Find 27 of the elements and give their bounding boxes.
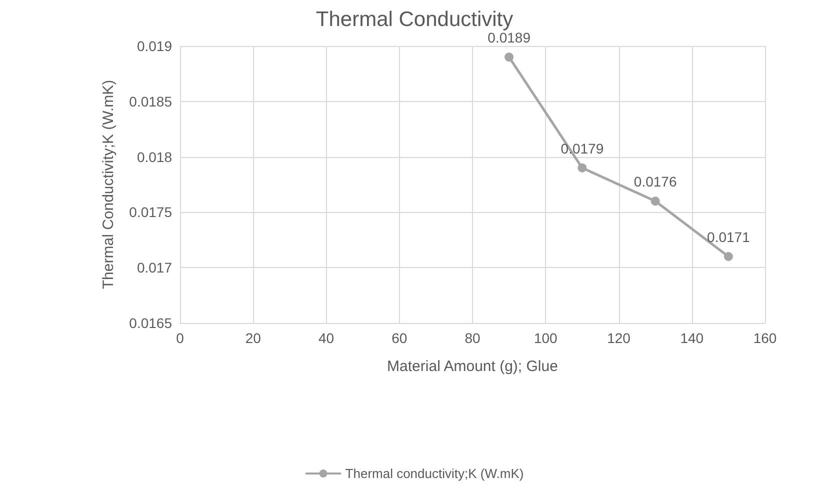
x-tick-label: 120: [607, 330, 631, 346]
x-tick-label: 160: [753, 330, 777, 346]
data-label: 0.0176: [634, 174, 677, 190]
y-axis-title: Thermal Conductivity;K (W.mK): [100, 80, 117, 290]
data-label: 0.0179: [560, 140, 604, 156]
x-tick-label: 80: [464, 330, 480, 346]
x-tick-label: 40: [318, 330, 334, 346]
y-tick-label: 0.0175: [129, 204, 172, 220]
x-tick-label: 100: [534, 330, 558, 346]
x-tick-label: 0: [176, 330, 184, 346]
y-tick-label: 0.017: [136, 260, 172, 276]
y-tick-label: 0.018: [136, 148, 172, 165]
x-tick-label: 20: [245, 330, 262, 346]
legend-label: Thermal conductivity;K (W.mK): [345, 466, 524, 481]
chart-title: Thermal Conductivity: [316, 8, 514, 31]
y-tick-label: 0.0185: [129, 93, 172, 110]
x-tick-label: 140: [680, 330, 704, 346]
point: [650, 196, 660, 206]
point: [578, 163, 587, 172]
data-label: 0.0171: [707, 229, 750, 246]
point: [504, 52, 514, 62]
x-axis-title: Material Amount (g); Glue: [387, 358, 558, 375]
y-tick-label: 0.019: [136, 38, 172, 54]
data-label: 0.0189: [488, 30, 531, 46]
x-tick-label: 60: [392, 330, 408, 346]
point: [724, 252, 733, 262]
y-tick-label: 0.0165: [129, 315, 172, 331]
